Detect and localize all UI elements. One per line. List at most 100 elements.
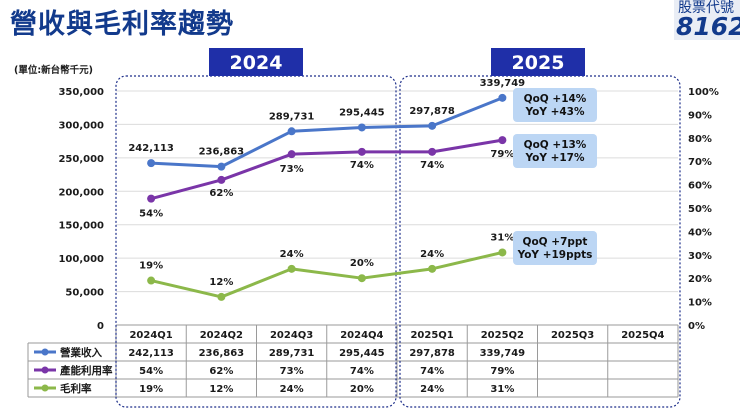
data-label: 74% [420, 160, 444, 171]
left-axis-tick-label: 100,000 [58, 254, 104, 265]
table-cell-value: 62% [209, 366, 233, 377]
data-label: 242,113 [128, 143, 174, 154]
left-axis-tick-label: 50,000 [65, 288, 104, 299]
right-axis-tick-label: 10% [688, 298, 712, 309]
data-label: 297,878 [409, 106, 455, 117]
right-axis-tick-label: 90% [688, 110, 712, 121]
data-point [217, 175, 226, 184]
series-line [150, 250, 503, 299]
right-axis-tick-label: 80% [688, 134, 712, 145]
right-axis-tick-label: 40% [688, 227, 712, 238]
data-label: 236,863 [199, 147, 245, 158]
data-label: 295,445 [339, 107, 385, 118]
year-header-banner [491, 48, 585, 76]
data-label: 289,731 [269, 111, 315, 122]
table-cell-value: 12% [209, 384, 233, 395]
table-cell-value: 73% [280, 366, 304, 377]
series-line [150, 138, 503, 201]
right-axis-tick-label: 0% [688, 321, 705, 332]
table-cell-value: 242,113 [128, 348, 174, 359]
callout-text: QoQ +7ppt [523, 236, 588, 248]
data-point [287, 150, 296, 159]
table-cell-value: 295,445 [339, 348, 385, 359]
data-point [287, 127, 296, 136]
table-cell-value: 74% [350, 366, 374, 377]
data-point [428, 121, 437, 130]
category-label: 2025Q4 [621, 330, 664, 341]
table-cell-value: 19% [139, 384, 163, 395]
category-label: 2025Q1 [410, 330, 453, 341]
data-point [217, 292, 226, 301]
legend-label: 營業收入 [60, 346, 102, 359]
data-point [498, 136, 507, 145]
left-axis-tick-label: 350,000 [58, 87, 104, 98]
category-label: 2024Q1 [129, 330, 172, 341]
category-label: 2024Q4 [340, 330, 383, 341]
year-header-label: 2025 [512, 52, 565, 74]
data-label: 54% [139, 209, 163, 220]
stock-code-label: 股票代號 [678, 0, 734, 16]
table-cell-value: 289,731 [269, 348, 315, 359]
legend-marker [41, 366, 49, 374]
callout-text: YoY +17% [524, 152, 585, 164]
table-cell-value: 79% [490, 366, 514, 377]
page-title: 營收與毛利率趨勢 [10, 9, 234, 40]
table-cell-value: 24% [420, 384, 444, 395]
legend-label: 產能利用率 [59, 364, 113, 377]
right-axis-tick-label: 60% [688, 181, 712, 192]
data-point [147, 194, 156, 203]
category-label: 2025Q3 [551, 330, 594, 341]
data-label: 73% [280, 164, 304, 175]
data-point [147, 276, 156, 285]
right-axis-tick-label: 50% [688, 204, 712, 215]
category-label: 2024Q3 [270, 330, 313, 341]
stock-code-box: 股票代號 8162 [674, 0, 740, 40]
right-axis-tick-label: 70% [688, 157, 712, 168]
data-label: 20% [350, 258, 374, 269]
table-cell-value: 24% [280, 384, 304, 395]
callout-box [513, 231, 597, 265]
table-cell-value: 236,863 [199, 348, 245, 359]
legend-label: 毛利率 [60, 382, 92, 395]
data-point [498, 248, 507, 257]
left-axis-tick-label: 0 [97, 321, 104, 332]
table-cell-value: 54% [139, 366, 163, 377]
left-axis-tick-label: 150,000 [58, 221, 104, 232]
data-point [217, 162, 226, 171]
unit-label: (單位:新台幣千元) [14, 64, 93, 76]
table-cell-value: 31% [490, 384, 514, 395]
data-label: 62% [209, 188, 233, 199]
table-cell-value: 297,878 [409, 348, 455, 359]
data-point [357, 274, 366, 283]
right-axis-tick-label: 20% [688, 274, 712, 285]
stock-code: 8162 [676, 12, 740, 40]
series-line [151, 96, 503, 169]
data-label: 12% [209, 277, 233, 288]
left-axis-tick-label: 200,000 [58, 187, 104, 198]
table-cell-value: 74% [420, 366, 444, 377]
data-label: 31% [490, 232, 514, 243]
data-point [357, 147, 366, 156]
right-axis-tick-label: 100% [688, 87, 719, 98]
data-point [428, 264, 437, 273]
callout-box [513, 88, 597, 122]
legend-marker [41, 384, 49, 392]
left-axis-tick-label: 250,000 [58, 154, 104, 165]
data-point [357, 123, 366, 132]
data-label: 19% [139, 261, 163, 272]
data-point [428, 147, 437, 156]
year-header-label: 2024 [230, 52, 283, 74]
callout-text: QoQ +13% [524, 139, 587, 151]
data-label: 24% [420, 249, 444, 260]
data-label: 339,749 [480, 78, 526, 89]
data-label: 79% [490, 149, 514, 160]
year-header-banner [209, 48, 303, 76]
category-label: 2025Q2 [481, 330, 524, 341]
table-cell-value: 20% [350, 384, 374, 395]
table-cell-value: 339,749 [480, 348, 526, 359]
category-label: 2024Q2 [200, 330, 243, 341]
legend-marker [41, 348, 49, 356]
callout-text: YoY +43% [524, 106, 585, 118]
data-point [147, 159, 156, 168]
